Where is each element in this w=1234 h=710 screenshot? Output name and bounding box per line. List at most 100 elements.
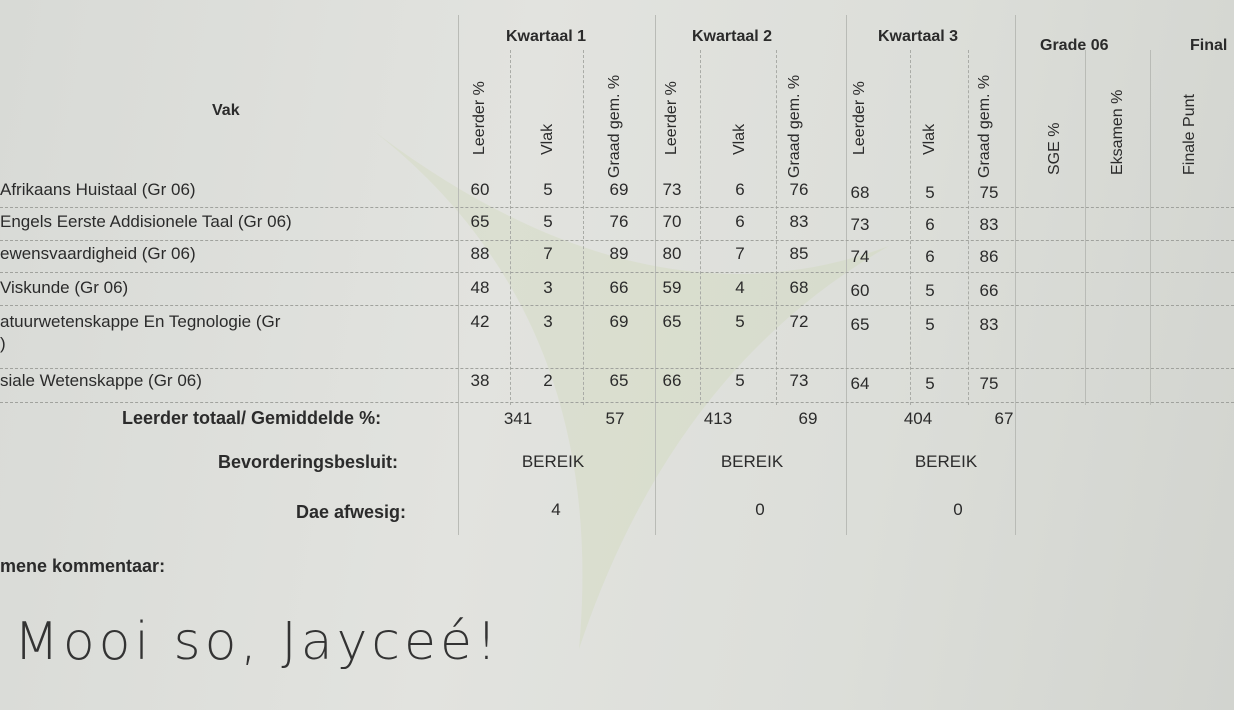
- mark-cell: 5: [543, 212, 553, 231]
- handwritten-comment: Mooi so, Jayceé!: [14, 612, 501, 672]
- mark-cell: 2: [543, 371, 553, 390]
- column-divider: [510, 50, 511, 405]
- row-divider: [0, 207, 1234, 208]
- mark-cell: 73: [662, 180, 682, 199]
- mark-cell: 88: [470, 244, 490, 263]
- mark-cell: 5: [543, 180, 553, 199]
- subject-name: Viskunde (Gr 06): [0, 278, 129, 297]
- promotion-cell: BEREIK: [914, 452, 978, 471]
- mark-cell: 5: [925, 281, 935, 300]
- mark-cell: 7: [735, 244, 745, 263]
- mark-cell: 66: [979, 281, 999, 300]
- column-header: SGE %: [1046, 122, 1063, 175]
- mark-cell: 70: [662, 212, 682, 231]
- mark-cell: 42: [470, 312, 490, 331]
- mark-cell: 85: [789, 244, 809, 263]
- column-header: Graad gem. %: [976, 74, 993, 178]
- mark-cell: 60: [850, 281, 870, 300]
- mark-cell: 83: [979, 315, 999, 334]
- mark-cell: 5: [735, 371, 745, 390]
- total-cell: 413: [703, 409, 733, 428]
- column-divider: [583, 50, 584, 405]
- column-header: Eksamen %: [1109, 89, 1126, 175]
- mark-cell: 7: [543, 244, 553, 263]
- column-divider: [1085, 50, 1086, 405]
- subject-name: atuurwetenskappe En Tegnologie (Gr: [0, 312, 281, 331]
- column-header: Graad gem. %: [786, 74, 803, 178]
- mark-cell: 65: [850, 315, 870, 334]
- total-cell: 69: [798, 409, 818, 428]
- mark-cell: 86: [979, 247, 999, 266]
- totals-label: Leerder totaal/ Gemiddelde %:: [122, 408, 382, 428]
- mark-cell: 74: [850, 247, 870, 266]
- mark-cell: 3: [543, 278, 553, 297]
- mark-cell: 72: [789, 312, 809, 331]
- group-header: Kwartaal 2: [692, 28, 773, 45]
- group-header: Kwartaal 3: [878, 28, 959, 45]
- subject-name: Afrikaans Huistaal (Gr 06): [0, 180, 196, 199]
- mark-cell: 65: [662, 312, 682, 331]
- promotion-label: Bevorderingsbesluit:: [218, 452, 399, 472]
- row-divider: [0, 402, 1234, 403]
- mark-cell: 5: [735, 312, 745, 331]
- absent-cell: 0: [953, 500, 963, 519]
- column-header: Leerder %: [663, 81, 680, 155]
- mark-cell: 65: [609, 371, 629, 390]
- school-crest-watermark: [362, 122, 889, 649]
- mark-cell: 73: [789, 371, 809, 390]
- mark-cell: 75: [979, 183, 999, 202]
- mark-cell: 89: [609, 244, 629, 263]
- subject-name: ewensvaardigheid (Gr 06): [0, 244, 196, 263]
- total-cell: 67: [994, 409, 1014, 428]
- column-divider: [458, 15, 459, 535]
- subject-name-cont: ): [0, 334, 6, 353]
- mark-cell: 83: [789, 212, 809, 231]
- mark-cell: 6: [925, 215, 935, 234]
- mark-cell: 59: [662, 278, 682, 297]
- mark-cell: 68: [850, 183, 870, 202]
- group-header: Final: [1190, 37, 1228, 54]
- mark-cell: 65: [470, 212, 490, 231]
- column-divider: [846, 15, 847, 535]
- mark-cell: 73: [850, 215, 870, 234]
- total-cell: 57: [605, 409, 625, 428]
- mark-cell: 5: [925, 374, 935, 393]
- mark-cell: 6: [735, 212, 745, 231]
- mark-cell: 69: [609, 312, 629, 331]
- vak-header: Vak: [212, 102, 240, 119]
- mark-cell: 48: [470, 278, 490, 297]
- absent-label: Dae afwesig:: [296, 502, 407, 522]
- subject-name: Engels Eerste Addisionele Taal (Gr 06): [0, 212, 292, 231]
- column-divider: [700, 50, 701, 405]
- column-header: Graad gem. %: [606, 74, 623, 178]
- mark-cell: 3: [543, 312, 553, 331]
- group-header: Kwartaal 1: [506, 28, 587, 45]
- mark-cell: 38: [470, 371, 490, 390]
- promotion-cell: BEREIK: [720, 452, 784, 471]
- column-header: Leerder %: [471, 81, 488, 155]
- row-divider: [0, 305, 1234, 306]
- mark-cell: 60: [470, 180, 490, 199]
- mark-cell: 6: [925, 247, 935, 266]
- column-divider: [1150, 50, 1151, 405]
- comment-label: mene kommentaar:: [0, 556, 166, 576]
- mark-cell: 5: [925, 183, 935, 202]
- mark-cell: 69: [609, 180, 629, 199]
- mark-cell: 64: [850, 374, 870, 393]
- subject-name: siale Wetenskappe (Gr 06): [0, 371, 202, 390]
- column-header: Finale Punt: [1181, 94, 1198, 175]
- mark-cell: 68: [789, 278, 809, 297]
- column-divider: [968, 50, 969, 405]
- total-cell: 341: [503, 409, 533, 428]
- column-divider: [910, 50, 911, 405]
- column-header: Vlak: [731, 123, 748, 155]
- column-header: Vlak: [539, 123, 556, 155]
- mark-cell: 6: [735, 180, 745, 199]
- mark-cell: 66: [609, 278, 629, 297]
- promotion-cell: BEREIK: [521, 452, 585, 471]
- mark-cell: 66: [662, 371, 682, 390]
- column-header: Vlak: [921, 123, 938, 155]
- group-header: Grade 06: [1040, 37, 1109, 54]
- absent-cell: 4: [551, 500, 561, 519]
- row-divider: [0, 272, 1234, 273]
